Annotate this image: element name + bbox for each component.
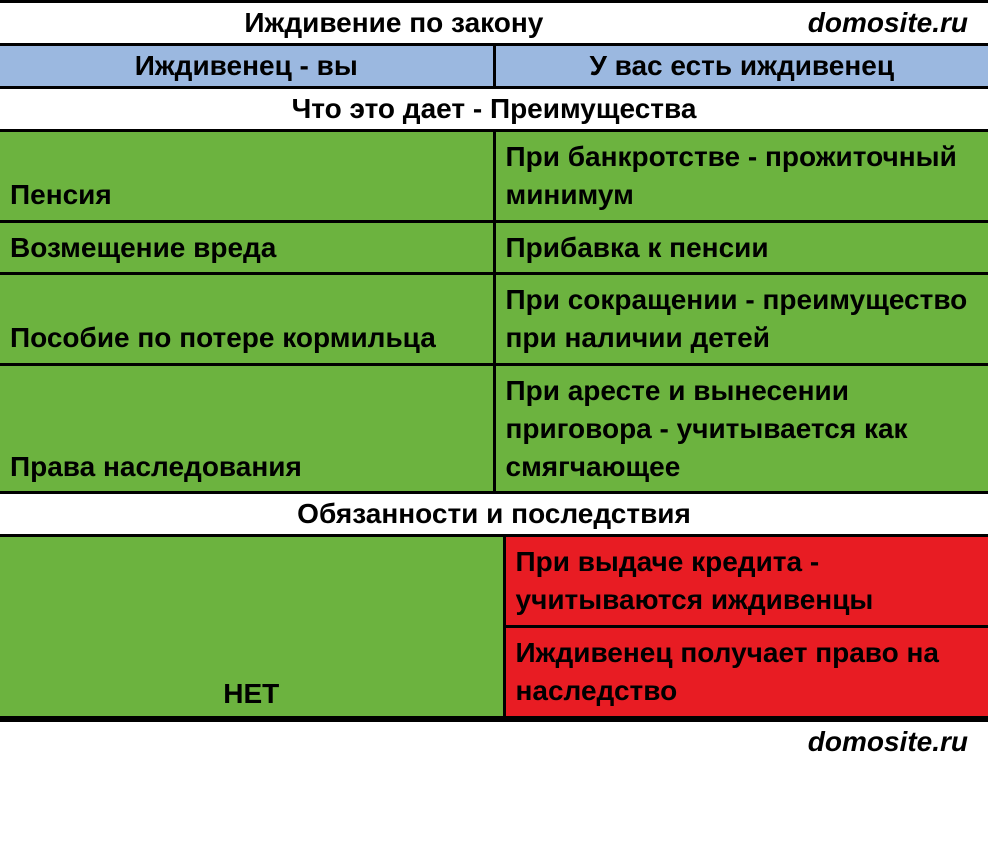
cell-left: Пенсия	[0, 132, 496, 220]
cell-left: Пособие по потере кормильца	[0, 275, 496, 363]
main-title: Иждивение по закону	[0, 3, 788, 43]
law-table: Иждивение по закону domosite.ru Иждивене…	[0, 0, 988, 762]
cell-right: Прибавка к пенсии	[496, 223, 988, 273]
section-obligations-title: Обязанности и последствия	[0, 494, 988, 534]
obligations-row: НЕТ При выдаче кредита - учитываются ижд…	[0, 537, 988, 718]
obligations-right-col: При выдаче кредита - учитываются иждивен…	[506, 537, 988, 715]
table-row: Пособие по потере кормильца При сокращен…	[0, 275, 988, 366]
cell-right: При банкротстве - прожиточный минимум	[496, 132, 988, 220]
cell-right: При аресте и вынесении приговора - учиты…	[496, 366, 988, 491]
header-row: Иждивение по закону domosite.ru	[0, 0, 988, 46]
col-header-right: У вас есть иждивенец	[496, 46, 988, 86]
site-label-top: domosite.ru	[788, 3, 988, 43]
obligations-right-cell: Иждивенец получает право на наследство	[506, 628, 988, 716]
obligations-left-cell: НЕТ	[0, 537, 506, 715]
table-row: Права наследования При аресте и вынесени…	[0, 366, 988, 494]
subheader-row: Иждивенец - вы У вас есть иждивенец	[0, 46, 988, 89]
site-label-bottom: domosite.ru	[0, 719, 988, 762]
col-header-left: Иждивенец - вы	[0, 46, 496, 86]
section-obligations: Обязанности и последствия	[0, 494, 988, 537]
table-row: Возмещение вреда Прибавка к пенсии	[0, 223, 988, 276]
obligations-right-cell: При выдаче кредита - учитываются иждивен…	[506, 537, 988, 628]
section-advantages: Что это дает - Преимущества	[0, 89, 988, 132]
cell-right: При сокращении - преимущество при наличи…	[496, 275, 988, 363]
section-advantages-title: Что это дает - Преимущества	[0, 89, 988, 129]
table-row: Пенсия При банкротстве - прожиточный мин…	[0, 132, 988, 223]
cell-left: Права наследования	[0, 366, 496, 491]
cell-left: Возмещение вреда	[0, 223, 496, 273]
